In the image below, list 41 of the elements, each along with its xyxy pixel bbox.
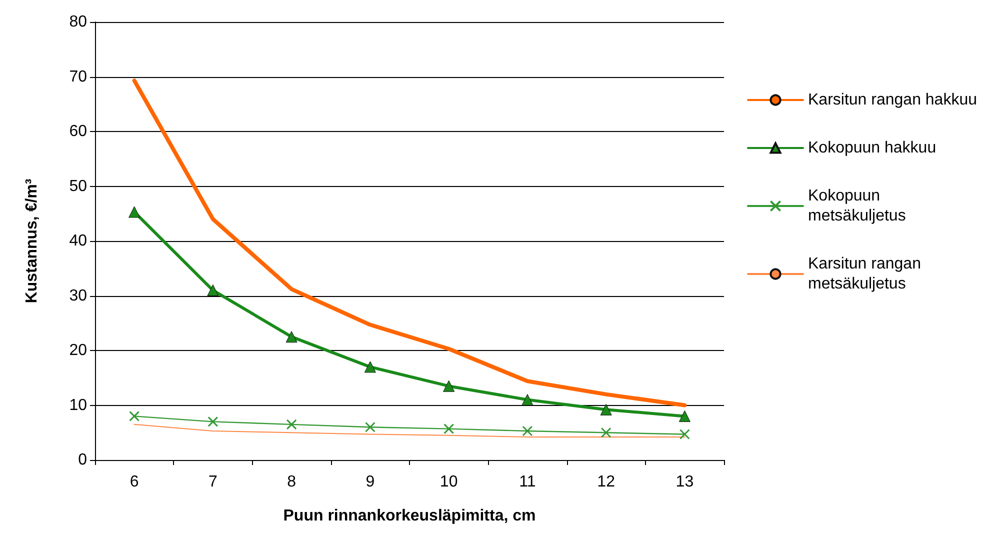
y-tick-label: 80 xyxy=(69,14,88,30)
y-tick-label: 30 xyxy=(69,287,88,304)
y-axis-title: Kustannus, €/m³ xyxy=(24,178,40,304)
legend-label: Karsitun rangan metsäkuljetus xyxy=(808,256,926,292)
y-tick-label: 20 xyxy=(69,342,88,359)
x-tick-label: 7 xyxy=(208,474,218,490)
point xyxy=(522,426,533,436)
x-tick-label: 8 xyxy=(287,474,296,490)
line-series xyxy=(134,424,686,438)
y-tick-label: 10 xyxy=(69,396,88,414)
point xyxy=(364,361,376,373)
x-tick-label: 11 xyxy=(519,474,536,490)
legend-label: Kokopuun metsäkuljetus xyxy=(808,188,906,224)
y-tick-label: 50 xyxy=(69,178,88,195)
legend-label: Kokopuun hakkuu xyxy=(808,140,936,156)
point xyxy=(444,424,454,434)
legend-label: Karsitun rangan hakkuu xyxy=(808,92,977,108)
y-tick-label: 70 xyxy=(69,68,88,86)
point xyxy=(678,410,690,422)
x-tick-label: 13 xyxy=(676,474,694,490)
point xyxy=(129,410,140,422)
point xyxy=(286,331,298,343)
point xyxy=(522,394,534,406)
point xyxy=(443,380,455,392)
point xyxy=(364,422,376,432)
x-axis-title: Puun rinnankorkeusläpimitta, cm xyxy=(283,508,536,524)
point xyxy=(286,419,297,430)
line-series xyxy=(132,78,687,408)
x-tick-label: 9 xyxy=(366,474,375,490)
point xyxy=(207,284,219,296)
x-tick-label: 10 xyxy=(440,474,458,490)
point xyxy=(128,206,140,218)
x-tick-label: 12 xyxy=(597,474,616,490)
point xyxy=(679,429,690,440)
y-tick-label: 40 xyxy=(69,232,88,250)
point xyxy=(208,416,218,427)
y-tick-label: 0 xyxy=(78,452,88,468)
point xyxy=(600,427,612,438)
y-tick-label: 60 xyxy=(69,123,88,140)
point xyxy=(600,404,612,416)
x-tick-label: 6 xyxy=(130,474,139,490)
